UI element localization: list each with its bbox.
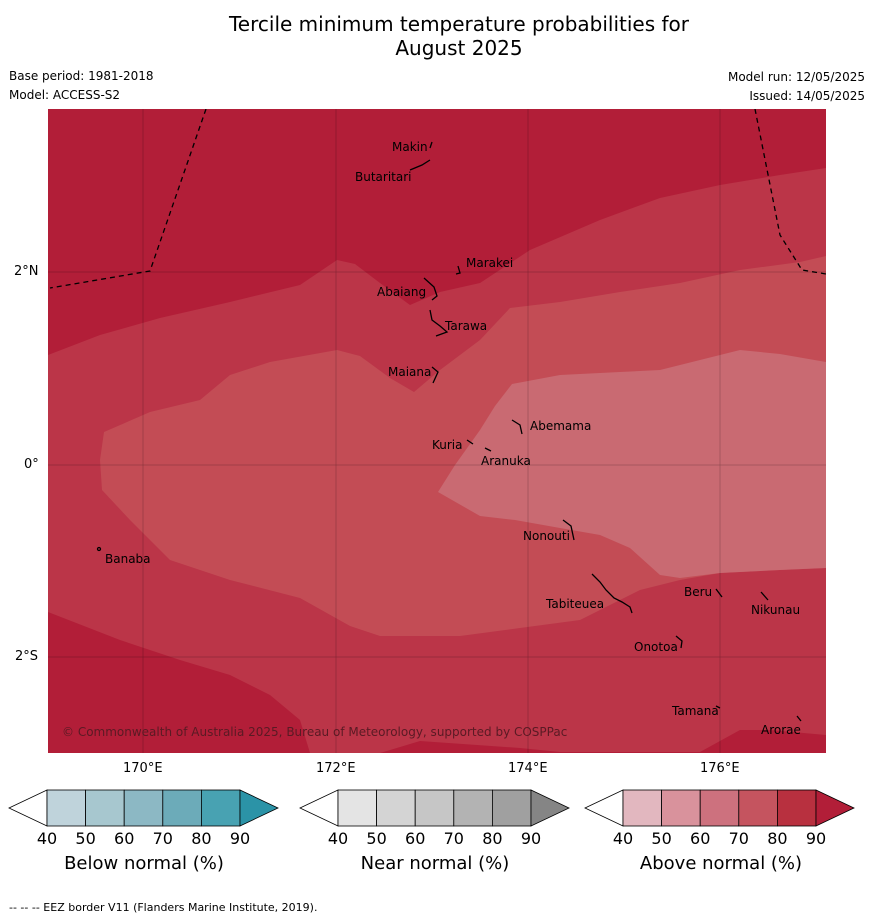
colorbar-tick-label: 80 [482,829,503,848]
zone-60 [438,350,826,578]
colorbar-segment [162,789,202,827]
place-label: Butaritari [355,170,412,184]
title-line-2: August 2025 [395,36,523,60]
colorbar-tick-label: 40 [327,829,349,848]
place-label: Beru [684,585,713,599]
near-normal-colorbar [299,789,570,827]
colorbar-segment [337,789,377,827]
issued-date: Issued: 14/05/2025 [749,89,865,103]
colorbar-segment [776,789,817,827]
colorbar-tick-label: 80 [767,829,788,848]
above-normal-colorbar [584,789,855,827]
colorbar-segment [738,789,778,827]
copyright-notice: © Commonwealth of Australia 2025, Bureau… [62,725,568,739]
place-label: Aranuka [481,454,531,468]
colorbar-tick-label: 60 [690,829,711,848]
colorbar-over-triangle [239,789,279,827]
colorbar-tick-label: 60 [114,829,135,848]
place-label: Banaba [105,552,151,566]
below-normal-colorbar [8,789,279,827]
colorbar-tick-label: 70 [152,829,173,848]
model-run: Model run: 12/05/2025 [727,70,865,84]
near-normal-title: Near normal (%) [360,853,510,874]
place-label: Tarawa [445,319,488,333]
place-label: Tabiteuea [546,597,605,611]
above-normal-title: Above normal (%) [639,853,803,874]
colorbar-segment [622,789,662,827]
colorbar-segment [376,789,416,827]
colorbar-segment [699,789,740,827]
lon-tick-label: 172°E [316,761,356,776]
probability-map [48,109,826,753]
colorbar-tick-label: 90 [229,829,251,848]
island-outlines [96,141,802,722]
colorbar-tick-label: 50 [651,829,672,848]
lon-tick-label: 170°E [123,761,163,776]
colorbar-tick-label: 80 [191,829,212,848]
colorbar-tick-label: 50 [75,829,96,848]
colorbar-tick-label: 70 [443,829,464,848]
lat-tick-label: 2°N [14,264,39,279]
colorbar-segment [661,789,701,827]
colorbar-tick-label: 40 [36,829,58,848]
place-label: Tamana [672,704,719,718]
colorbar-over-triangle [530,789,570,827]
colorbar-tick-label: 90 [520,829,542,848]
place-label: Onotoa [634,640,678,654]
place-label: Kuria [432,438,463,452]
place-label: Makin [392,140,428,154]
lon-tick-label: 176°E [700,761,740,776]
model-name: Model: ACCESS-S2 [9,88,121,102]
eez-border [49,109,826,289]
place-label: Nonouti [523,529,570,543]
lat-tick-label: 2°S [15,649,39,664]
colorbar-tick-label: 40 [612,829,634,848]
place-label: Arorae [761,723,801,737]
colorbar-tick-label: 70 [728,829,749,848]
colorbar-segment [453,789,493,827]
place-label: Maiana [388,365,432,379]
eez-footnote: -- -- -- EEZ border V11 (Flanders Marine… [9,901,318,914]
colorbar-segment [414,789,455,827]
colorbar-segment [491,789,532,827]
colorbar-segment [46,789,86,827]
colorbar-segment [200,789,241,827]
below-normal-title: Below normal (%) [64,853,224,874]
title-line-1: Tercile minimum temperature probabilitie… [228,12,690,36]
map-title: Tercile minimum temperature probabilitie… [0,12,873,60]
place-label: Marakei [466,256,514,270]
colorbar-under-triangle [299,789,339,827]
colorbar-tick-label: 90 [805,829,827,848]
colorbar-under-triangle [8,789,48,827]
colorbar-tick-label: 60 [405,829,426,848]
lon-tick-label: 174°E [508,761,548,776]
colorbar-over-triangle [815,789,855,827]
colorbar-segment [123,789,164,827]
colorbar-tick-label: 50 [366,829,387,848]
colorbar-under-triangle [584,789,624,827]
colorbar-segment [85,789,125,827]
place-label: Abemama [530,419,592,433]
place-label: Abaiang [377,285,427,299]
lat-tick-label: 0° [24,457,39,472]
place-label: Nikunau [751,603,801,617]
base-period: Base period: 1981-2018 [9,69,154,83]
graticule [48,109,826,753]
